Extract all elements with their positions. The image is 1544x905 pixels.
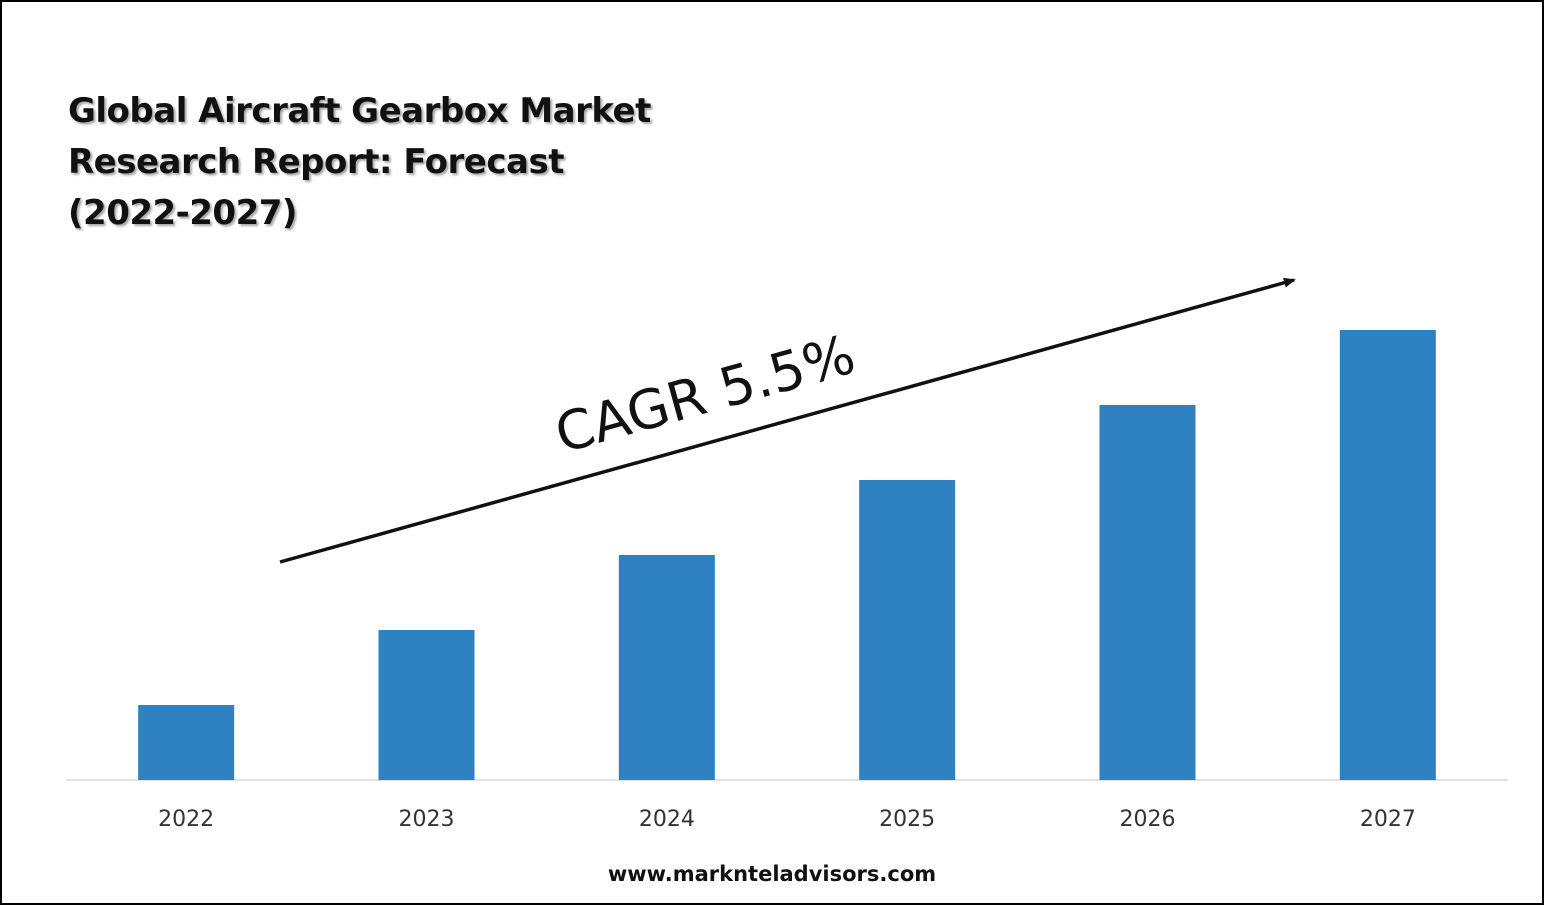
title-line-1: Global Aircraft Gearbox Market xyxy=(68,91,651,131)
cagr-arrow xyxy=(279,277,1296,564)
bar-2026 xyxy=(1099,405,1196,780)
x-tick-label-2022: 2022 xyxy=(158,807,214,832)
x-tick-label-2025: 2025 xyxy=(879,807,935,832)
x-tick-labels: 2022 2023 2024 2025 2026 2027 xyxy=(158,807,1416,832)
bar-2023 xyxy=(378,630,475,780)
bars-group xyxy=(138,330,1436,780)
x-tick-label-2024: 2024 xyxy=(639,807,695,832)
title-line-3: (2022-2027) xyxy=(68,193,297,233)
title-line-2: Research Report: Forecast xyxy=(68,142,564,182)
x-tick-label-2027: 2027 xyxy=(1360,807,1416,832)
bar-2025 xyxy=(859,480,956,780)
chart-title: Global Aircraft Gearbox Market Research … xyxy=(68,86,728,239)
bar-2024 xyxy=(618,555,715,780)
x-tick-label-2026: 2026 xyxy=(1120,807,1176,832)
x-tick-label-2023: 2023 xyxy=(399,807,455,832)
source-url: www.marknteladvisors.com xyxy=(607,862,937,886)
bar-2027 xyxy=(1339,330,1436,780)
bar-2022 xyxy=(138,705,235,780)
